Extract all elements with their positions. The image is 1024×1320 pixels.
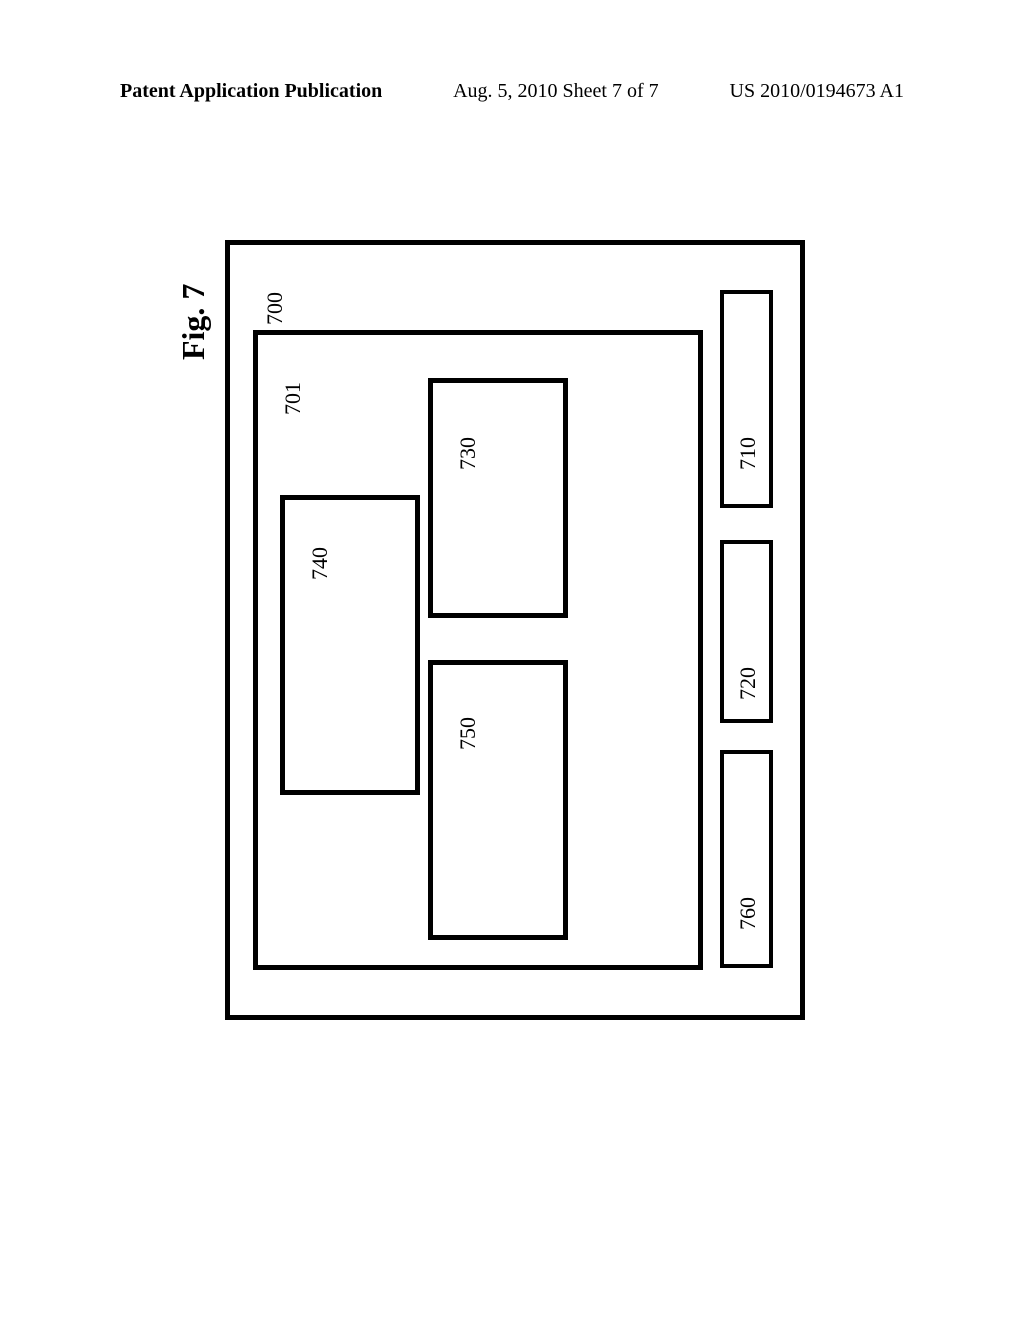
box-750	[428, 660, 568, 940]
box-730	[428, 378, 568, 618]
box-710	[720, 290, 773, 508]
label-740: 740	[307, 547, 333, 580]
figure-label: Fig. 7	[175, 284, 212, 360]
page-header: Patent Application Publication Aug. 5, 2…	[0, 80, 1024, 103]
label-710: 710	[735, 437, 761, 470]
label-760: 760	[735, 897, 761, 930]
header-middle: Aug. 5, 2010 Sheet 7 of 7	[453, 80, 659, 103]
label-730: 730	[455, 437, 481, 470]
box-760	[720, 750, 773, 968]
label-750: 750	[455, 717, 481, 750]
box-740	[280, 495, 420, 795]
header-right: US 2010/0194673 A1	[730, 80, 904, 103]
label-700: 700	[262, 292, 288, 325]
page: Patent Application Publication Aug. 5, 2…	[0, 0, 1024, 1320]
label-701: 701	[280, 382, 306, 415]
label-720: 720	[735, 667, 761, 700]
header-left: Patent Application Publication	[120, 80, 382, 103]
